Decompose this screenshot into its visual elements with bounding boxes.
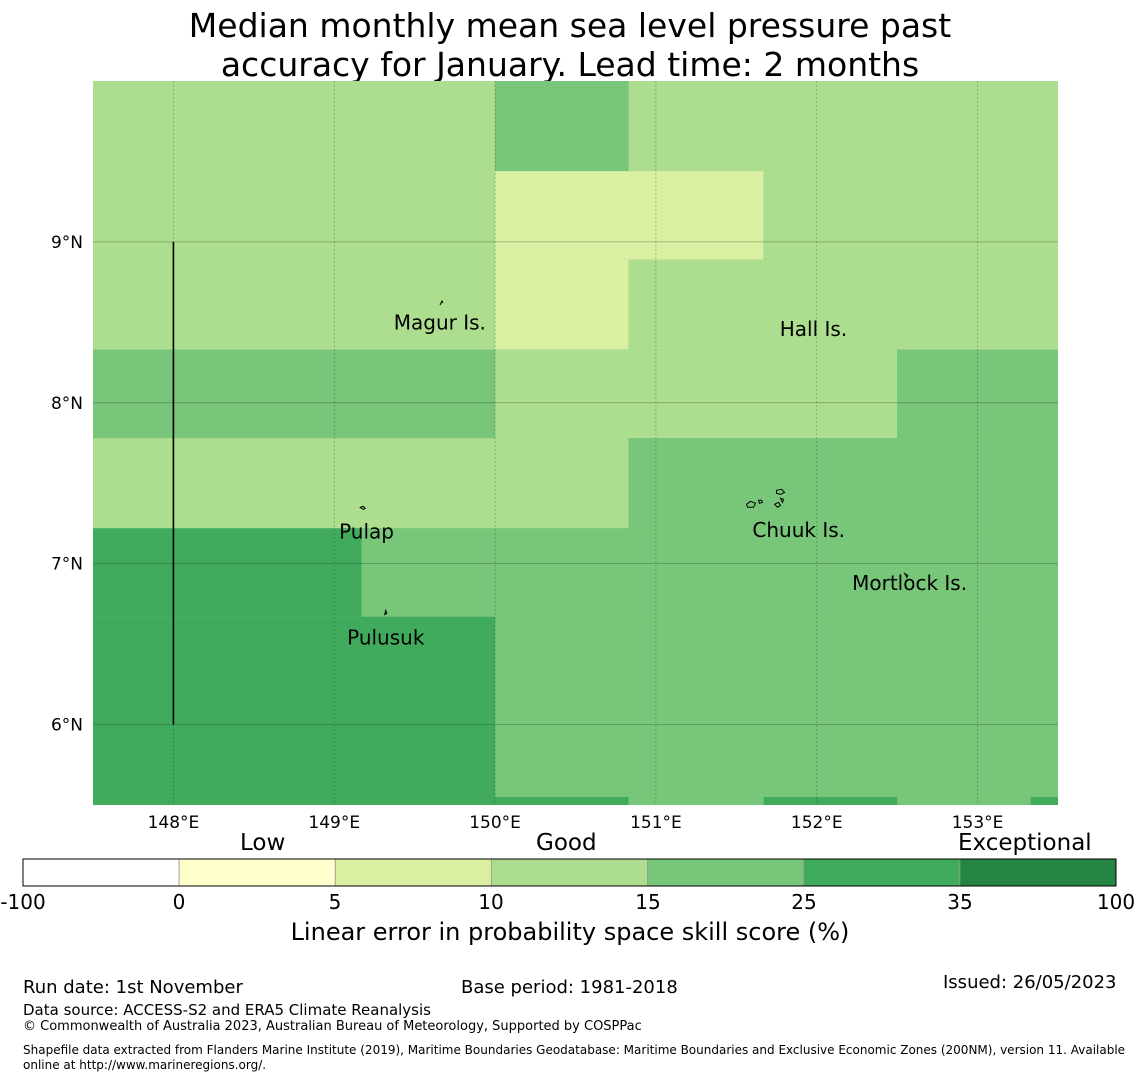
base-period: Base period: 1981-2018	[461, 977, 678, 998]
chart-title: Median monthly mean sea level pressure p…	[0, 6, 1140, 84]
shapefile-credit-line-2: online at http://www.marineregions.org/.	[23, 1058, 267, 1072]
skill-cell	[495, 81, 629, 172]
longitude-tick-label: 150°E	[469, 813, 521, 833]
island-outline	[745, 488, 786, 508]
skill-cell	[1030, 796, 1058, 805]
colorbar	[22, 858, 1117, 887]
skill-cell	[628, 81, 1058, 172]
place-label: Mortlock Is.	[852, 571, 967, 595]
copyright: © Commonwealth of Australia 2023, Austra…	[23, 1019, 642, 1034]
colorbar-tick: 0	[172, 890, 186, 914]
latitude-tick-label: 7°N	[51, 555, 83, 575]
skill-cell	[628, 796, 764, 805]
skill-cell	[93, 528, 362, 617]
title-line-1: Median monthly mean sea level pressure p…	[188, 6, 952, 45]
skill-cell	[628, 438, 1058, 529]
latitude-tick-label: 8°N	[51, 394, 83, 414]
colorbar-swatch	[178, 858, 336, 887]
skill-cell	[495, 796, 629, 805]
skill-cell	[495, 259, 629, 350]
data-source: Data source: ACCESS-S2 and ERA5 Climate …	[23, 1001, 431, 1019]
skill-cell	[495, 171, 764, 260]
colorbar-swatch	[491, 858, 648, 887]
place-label: Pulap	[339, 519, 394, 543]
run-date: Run date: 1st November	[23, 977, 243, 998]
skill-cell	[93, 438, 629, 529]
colorbar-tick: 10	[478, 890, 504, 914]
latitude-tick-label: 9°N	[51, 233, 83, 253]
colorbar-swatch	[22, 858, 180, 887]
colorbar-swatch	[959, 858, 1117, 887]
longitude-tick-label: 153°E	[952, 813, 1004, 833]
longitude-tick-label: 152°E	[791, 813, 843, 833]
colorbar-tick: -100	[0, 890, 46, 914]
colorbar-swatch	[647, 858, 805, 887]
island-outline	[383, 608, 388, 616]
colorbar-tick: 100	[1096, 890, 1136, 914]
longitude-tick-label: 151°E	[630, 813, 682, 833]
shapefile-credit-line-1: Shapefile data extracted from Flanders M…	[23, 1043, 1126, 1057]
colorbar-title: Linear error in probability space skill …	[290, 918, 850, 946]
latitude-tick-label: 6°N	[51, 716, 83, 736]
skill-cell	[495, 616, 1058, 797]
longitude-tick-label: 149°E	[308, 813, 360, 833]
longitude-tick-label: 148°E	[148, 813, 200, 833]
skill-cell	[495, 349, 898, 439]
skill-cell	[897, 796, 1031, 805]
title-line-2: accuracy for January. Lead time: 2 month…	[220, 45, 920, 84]
skill-cell	[361, 528, 1058, 617]
island-outline	[439, 299, 444, 306]
colorbar-swatch	[334, 858, 492, 887]
colorbar-category-good: Good	[536, 830, 597, 856]
colorbar-tick: 35	[947, 890, 973, 914]
issued-date: Issued: 26/05/2023	[943, 972, 1117, 993]
colorbar-swatch	[803, 858, 961, 887]
skill-cell	[763, 171, 1058, 260]
place-label: Pulusuk	[347, 626, 425, 650]
skill-cell	[897, 349, 1058, 439]
colorbar-category-low: Low	[240, 830, 286, 856]
colorbar-category-exceptional: Exceptional	[958, 830, 1092, 856]
skill-map: 148°E 149°E 150°E 151°E 152°E 153°E 6°N 7°N 8°N 9…	[51, 81, 1058, 833]
skill-cell	[93, 81, 496, 350]
colorbar-tick: 25	[791, 890, 817, 914]
colorbar-frame	[22, 858, 1117, 887]
place-label: Chuuk Is.	[752, 518, 845, 542]
island-outline	[903, 572, 909, 579]
skill-cell	[628, 259, 1058, 350]
skill-cell	[93, 349, 496, 439]
shapefile-credit: Shapefile data extracted from Flanders M…	[23, 1043, 1138, 1073]
place-label: Magur Is.	[394, 310, 486, 334]
colorbar-tick: 5	[328, 890, 342, 914]
skill-cell	[763, 796, 898, 805]
colorbar-tick: 15	[635, 890, 661, 914]
skill-cell	[93, 616, 496, 805]
island-outline	[359, 505, 367, 510]
place-label: Hall Is.	[780, 317, 847, 341]
